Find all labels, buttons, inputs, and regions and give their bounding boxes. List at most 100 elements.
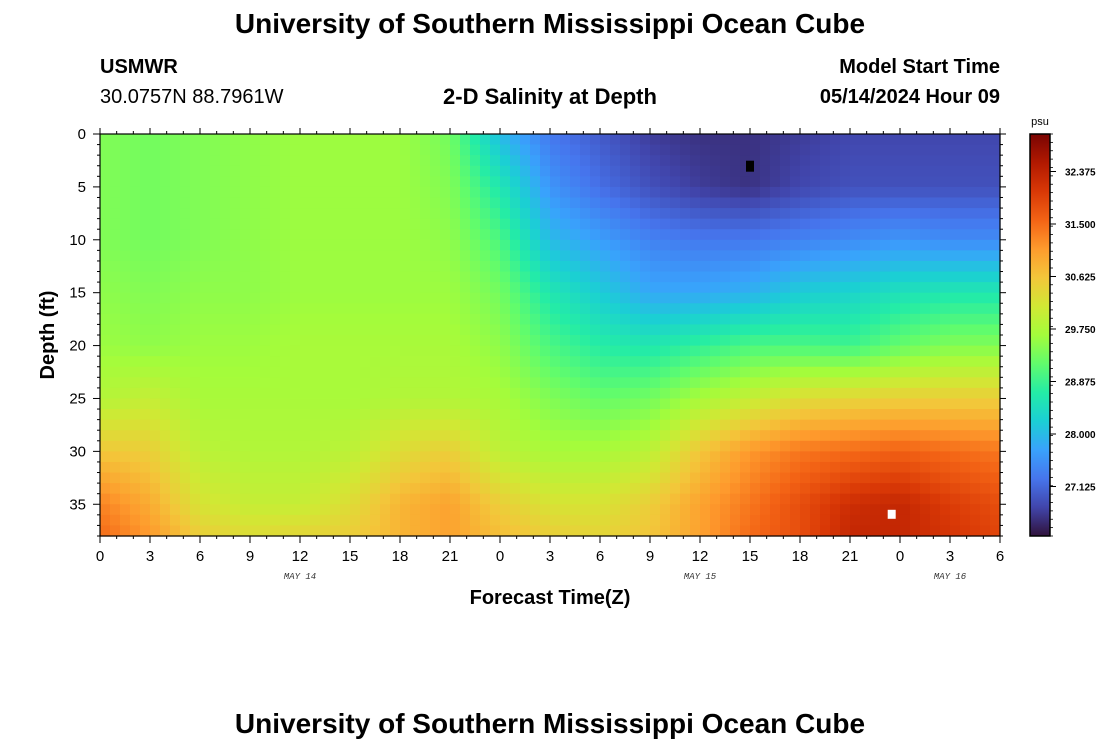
heatmap-cell	[690, 260, 701, 273]
heatmap-cell	[740, 208, 751, 220]
heatmap-cell	[550, 282, 561, 294]
heatmap-cell	[180, 398, 191, 410]
heatmap-cell	[860, 144, 871, 156]
heatmap-cell	[640, 430, 651, 442]
heatmap-cell	[960, 165, 971, 177]
heatmap-cell	[900, 134, 911, 146]
heatmap-cell	[320, 186, 331, 199]
heatmap-cell	[540, 313, 551, 326]
heatmap-cell	[870, 419, 881, 431]
heatmap-cell	[190, 197, 201, 209]
heatmap-cell	[510, 377, 521, 389]
heatmap-cell	[780, 271, 791, 283]
heatmap-cell	[560, 387, 571, 400]
x-tick-label: 3	[146, 548, 154, 565]
heatmap-cell	[970, 155, 981, 167]
heatmap-cell	[350, 335, 361, 347]
heatmap-cell	[720, 345, 731, 357]
heatmap-cell	[510, 419, 521, 431]
heatmap-cell	[150, 218, 161, 230]
heatmap-cell	[920, 155, 931, 167]
heatmap-cell	[660, 472, 671, 484]
heatmap-cell	[510, 324, 521, 336]
heatmap-cell	[970, 313, 981, 326]
heatmap-cell	[470, 335, 481, 347]
heatmap-cell	[700, 303, 711, 315]
heatmap-cell	[420, 345, 431, 357]
x-axis-label: Forecast Time(Z)	[470, 587, 631, 609]
heatmap-cell	[270, 186, 281, 199]
heatmap-cell	[390, 218, 401, 230]
heatmap-cell	[900, 525, 911, 537]
heatmap-cell	[780, 335, 791, 347]
heatmap-cell	[600, 398, 611, 410]
heatmap-cell	[820, 165, 831, 177]
heatmap-cell	[630, 176, 641, 188]
heatmap-cell	[810, 239, 821, 251]
heatmap-cell	[910, 324, 921, 336]
heatmap-cell	[430, 229, 441, 241]
heatmap-cell	[290, 472, 301, 484]
heatmap-cell	[100, 335, 111, 347]
x-tick-label: 6	[196, 548, 204, 565]
heatmap-cell	[790, 356, 801, 368]
heatmap-cell	[280, 366, 291, 378]
heatmap-cell	[920, 335, 931, 347]
heatmap-cell	[320, 176, 331, 188]
heatmap-cell	[310, 472, 321, 484]
heatmap-cell	[800, 525, 811, 537]
heatmap-cell	[360, 271, 371, 283]
heatmap-cell	[750, 366, 761, 378]
heatmap-cell	[700, 155, 711, 167]
heatmap-cell	[530, 282, 541, 294]
heatmap-cell	[430, 282, 441, 294]
heatmap-cell	[160, 218, 171, 230]
heatmap-cell	[720, 356, 731, 368]
heatmap-cell	[550, 239, 561, 251]
heatmap-cell	[290, 387, 301, 400]
heatmap-cell	[480, 472, 491, 484]
heatmap-cell	[380, 144, 391, 156]
heatmap-cell	[210, 165, 221, 177]
heatmap-cell	[930, 282, 941, 294]
heatmap-cell	[460, 197, 471, 209]
heatmap-cell	[990, 472, 1001, 484]
heatmap-cell	[290, 165, 301, 177]
heatmap-cell	[180, 377, 191, 389]
heatmap-cell	[860, 387, 871, 400]
heatmap-cell	[570, 472, 581, 484]
heatmap-cell	[740, 387, 751, 400]
heatmap-cell	[220, 303, 231, 315]
heatmap-cell	[200, 176, 211, 188]
heatmap-cell	[220, 514, 231, 527]
heatmap-cell	[750, 250, 761, 262]
heatmap-cell	[330, 366, 341, 378]
heatmap-cell	[880, 239, 891, 251]
heatmap-cell	[590, 303, 601, 315]
heatmap-cell	[750, 176, 761, 188]
heatmap-cell	[970, 144, 981, 156]
heatmap-cell	[570, 409, 581, 421]
heatmap-cell	[230, 239, 241, 251]
heatmap-cell	[930, 461, 941, 474]
heatmap-cell	[870, 514, 881, 527]
heatmap-cell	[880, 493, 891, 505]
heatmap-cell	[210, 144, 221, 156]
heatmap-cell	[610, 345, 621, 357]
heatmap-cell	[460, 250, 471, 262]
heatmap-cell	[800, 461, 811, 474]
heatmap-cell	[750, 208, 761, 220]
heatmap-cell	[800, 398, 811, 410]
heatmap-cell	[180, 303, 191, 315]
heatmap-cell	[390, 186, 401, 199]
heatmap-cell	[360, 229, 371, 241]
colorbar	[1029, 133, 1051, 537]
heatmap-cell	[830, 292, 841, 304]
heatmap-cell	[690, 324, 701, 336]
heatmap-cell	[910, 186, 921, 199]
heatmap-cell	[550, 504, 561, 516]
heatmap-cell	[200, 366, 211, 378]
heatmap-cell	[670, 313, 681, 326]
heatmap-cell	[260, 472, 271, 484]
